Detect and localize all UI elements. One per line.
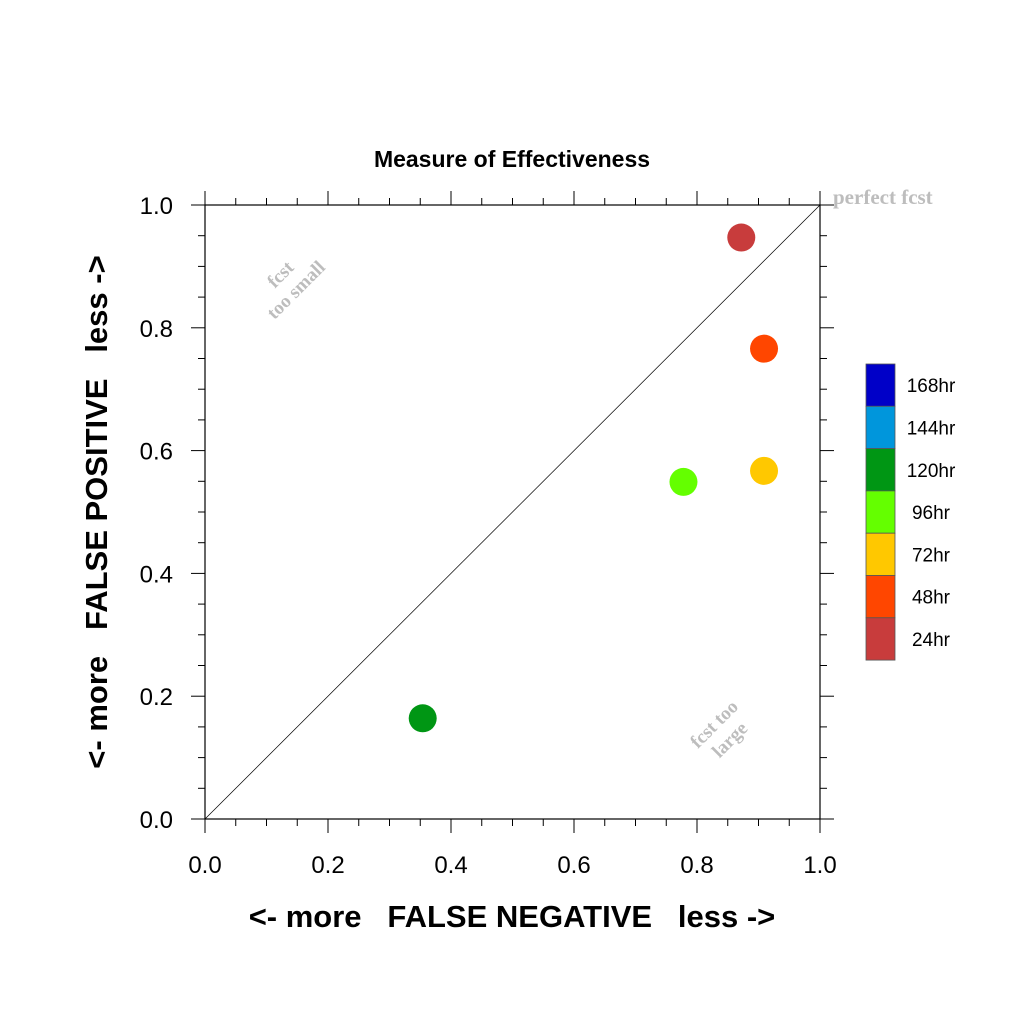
legend-label-120hr: 120hr — [907, 461, 956, 482]
legend-swatch-96hr — [865, 490, 896, 534]
y-tick-labels: 0.0 0.2 0.4 0.6 0.8 1.0 — [140, 193, 173, 834]
x-tick-label: 0.2 — [311, 852, 344, 879]
y-tick-label: 0.0 — [140, 807, 173, 834]
legend-label-168hr: 168hr — [907, 376, 956, 397]
legend-swatch-72hr — [865, 532, 896, 576]
data-point-72hr — [750, 456, 779, 485]
y-tick-label: 0.8 — [140, 316, 173, 343]
x-tick-label: 1.0 — [803, 852, 836, 879]
data-point-48hr — [750, 334, 779, 363]
legend-label-24hr: 24hr — [912, 630, 951, 651]
legend-label-144hr: 144hr — [907, 418, 956, 439]
data-point-120hr — [408, 704, 437, 733]
data-point-24hr — [727, 223, 756, 252]
y-tick-label: 1.0 — [140, 193, 173, 220]
x-tick-labels: 0.0 0.2 0.4 0.6 0.8 1.0 — [188, 852, 836, 879]
legend-label-96hr: 96hr — [912, 503, 951, 524]
fcst-too-large-annotation: fcst too large — [686, 696, 752, 762]
x-tick-label: 0.0 — [188, 852, 221, 879]
tick-marks — [191, 191, 834, 833]
x-tick-label: 0.4 — [434, 852, 467, 879]
data-point-96hr — [669, 467, 698, 496]
y-tick-label: 0.4 — [140, 561, 173, 588]
legend-swatch-168hr — [865, 363, 896, 407]
legend-label-72hr: 72hr — [912, 545, 951, 566]
legend-swatch-24hr — [865, 617, 896, 661]
legend-swatch-48hr — [865, 575, 896, 619]
y-tick-label: 0.2 — [140, 684, 173, 711]
fcst-too-small-annotation: fcst too small — [263, 257, 330, 324]
x-tick-label: 0.8 — [680, 852, 713, 879]
perfect-forecast-annotation: perfect fcst — [833, 185, 933, 209]
x-tick-label: 0.6 — [557, 852, 590, 879]
legend-swatch-144hr — [865, 405, 896, 449]
y-axis-label: <- more FALSE POSITIVE less -> — [79, 255, 114, 768]
legend-label-48hr: 48hr — [912, 588, 951, 609]
x-axis-label: <- more FALSE NEGATIVE less -> — [249, 899, 776, 934]
legend: 168hr 144hr 120hr 96hr 72hr 48hr 24hr — [865, 363, 956, 661]
perfect-diagonal-line — [204, 204, 821, 820]
data-points — [408, 223, 779, 733]
y-tick-label: 0.6 — [140, 439, 173, 466]
legend-swatch-120hr — [865, 448, 896, 492]
chart-title: Measure of Effectiveness — [374, 146, 650, 172]
